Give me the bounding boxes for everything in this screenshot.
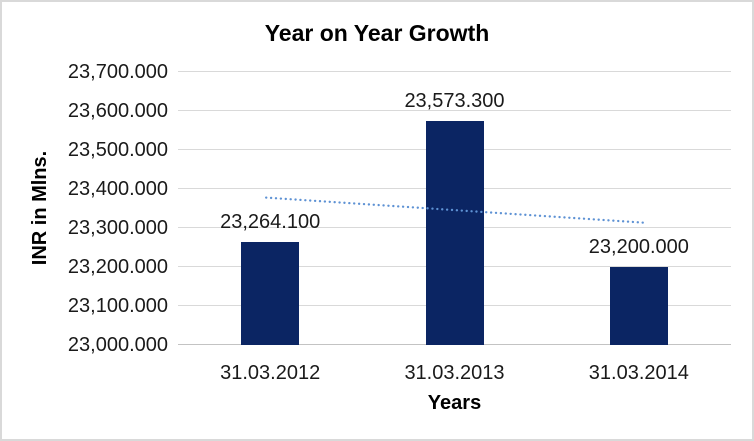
x-tick-label: 31.03.2012 <box>220 362 321 384</box>
gridline <box>178 110 731 111</box>
chart-title: Year on Year Growth <box>264 20 490 46</box>
y-tick-label: 23,500.000 <box>67 139 168 161</box>
y-tick-label: 23,200.000 <box>67 256 168 278</box>
y-tick-label: 23,400.000 <box>67 178 168 200</box>
y-tick-label: 23,700.000 <box>67 61 168 83</box>
bar-data-label: 23,264.100 <box>220 211 321 233</box>
x-tick-label: 31.03.2014 <box>588 362 689 384</box>
bar <box>241 242 300 345</box>
x-tick-label: 31.03.2013 <box>404 362 505 384</box>
y-tick-label: 23,600.000 <box>67 100 168 122</box>
bar <box>425 121 484 345</box>
bar <box>609 267 668 345</box>
trendline-path <box>265 196 644 224</box>
y-tick-label: 23,100.000 <box>67 295 168 317</box>
gridline <box>178 71 731 72</box>
bar-data-label: 23,200.000 <box>588 236 689 258</box>
x-axis-title: Years <box>427 392 482 414</box>
bar-data-label: 23,573.300 <box>404 90 505 113</box>
trendline <box>265 196 644 224</box>
y-tick-label: 23,000.000 <box>67 334 168 356</box>
y-axis-title: INR in Mlns. <box>29 150 51 266</box>
y-tick-label: 23,300.000 <box>67 217 168 239</box>
